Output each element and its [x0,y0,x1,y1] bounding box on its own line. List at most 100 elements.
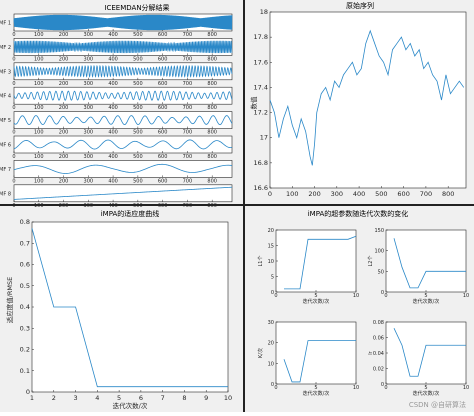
imf-xtick-label: 700 [183,154,193,160]
imf-name-label: IMF 6 [0,143,11,149]
fitness-xtick-label: 2 [52,394,56,402]
imf-xtick-label: 600 [158,105,168,111]
imf-xtick-label: 800 [207,105,217,111]
param-xtick-label: 0 [274,293,277,299]
imf-series-line [13,90,233,101]
param-ylabel: L2个 [368,256,374,267]
imf-xtick-label: 600 [158,32,168,38]
param-ytick-label: 100 [374,249,384,255]
imf-name-label: IMF 3 [0,69,11,75]
imf-xtick-label: 700 [183,81,193,87]
original-xtick-label: 800 [442,190,454,198]
fitness-ytick-label: 0.7 [20,239,30,247]
param-plot-area [385,321,467,385]
param-ytick-label: 20 [268,228,274,234]
imf-xtick-label: 800 [207,32,217,38]
original-xtick-label: 100 [286,190,298,198]
imf-series-line [13,163,233,174]
imf-series-line [13,40,233,54]
imf-xtick-label: 200 [59,130,69,136]
original-ytick-label: 17.2 [254,109,268,117]
imf-plot-area [13,111,233,129]
imf-xtick-label: 800 [207,178,217,184]
imf-xtick-label: 0 [12,32,15,38]
original-xtick-label: 600 [397,190,409,198]
param-ytick-label: 0 [381,382,384,388]
param-xtick-label: 10 [463,293,469,299]
imf-xtick-label: 100 [34,178,44,184]
param-series-line [283,340,356,383]
iceemdan-panel: 0100200300400500600700800IMF 10100200300… [0,13,233,209]
original-ytick-label: 17.6 [254,58,268,66]
imf-plot-area [13,86,233,105]
imf-xtick-label: 400 [108,56,118,62]
param-series-line [393,238,466,289]
original-ytick-label: 16.6 [254,184,268,192]
fitness-curve-line [31,228,228,388]
imf-xtick-label: 100 [34,154,44,160]
imf-xtick-label: 500 [133,130,143,136]
imf-xtick-label: 700 [183,105,193,111]
fitness-xtick-label: 3 [73,394,77,402]
imf-series-line [13,14,233,31]
fitness-ytick-label: 0.8 [20,218,30,226]
original-series-panel: 0 100 200 300 400 500 600 700 800 16.6 16.8 17 17.2 1… [254,8,467,198]
imf-name-label: IMF 5 [0,118,11,124]
fitness-xtick-label: 5 [117,394,121,402]
param-series-line [284,235,357,290]
param-ylabel: K/次 [257,348,264,358]
fitness-ylabel: 适应度值/RMSE [5,277,14,324]
imf-xtick-label: 0 [12,130,15,136]
fitness-ytick-label: 0 [26,388,30,396]
param-ytick-label: 0 [271,290,274,296]
imf-xtick-label: 0 [12,154,15,160]
imf-xtick-label: 300 [84,178,94,184]
param-ylabel: L1个 [258,256,264,267]
fitness-ytick-label: 0.1 [20,367,30,375]
fitness-xtick-label: 1 [30,394,34,402]
fitness-ytick-label: 0.6 [20,261,30,269]
fitness-xtick-label: 8 [182,394,186,402]
imf-xtick-label: 700 [183,130,193,136]
original-xtick-label: 200 [308,190,320,198]
imf-xtick-label: 400 [108,105,118,111]
imf-xtick-label: 500 [133,203,143,209]
param-xlabel: 迭代次数/次 [303,298,330,305]
param-xtick-label: 0 [384,293,387,299]
param-ytick-label: 0.08 [373,320,384,326]
original-ytick-label: 17.4 [254,83,268,91]
param-ylabel: lr [368,350,374,354]
imf-xtick-label: 400 [108,203,118,209]
param-ytick-label: 20 [268,341,274,347]
param-ytick-label: 0.04 [373,351,384,357]
watermark-text: CSDN @自研算法 [409,400,466,409]
imf-xtick-label: 700 [183,32,193,38]
imf-xtick-label: 600 [158,178,168,184]
imf-xtick-label: 800 [207,154,217,160]
imf-xtick-label: 300 [84,56,94,62]
imf-xtick-label: 500 [133,154,143,160]
fitness-xtick-label: 7 [161,394,165,402]
imf-xtick-label: 0 [12,56,15,62]
param-xlabel: 迭代次数/次 [303,390,330,397]
fitness-xlabel: 迭代次数/次 [113,401,148,410]
imf-xtick-label: 200 [59,203,69,209]
imf-name-label: IMF 7 [0,167,11,173]
fitness-ytick-label: 0.4 [20,303,30,311]
param-ytick-label: 10 [268,259,274,265]
fitness-xtick-label: 4 [95,394,99,402]
imf-xtick-label: 100 [34,130,44,136]
imf-xtick-label: 0 [12,203,15,209]
imf-xtick-label: 300 [84,81,94,87]
imf-xtick-label: 200 [59,105,69,111]
imf-xtick-label: 200 [59,178,69,184]
param-ytick-label: 0.02 [373,367,384,373]
imf-xtick-label: 300 [84,105,94,111]
imf-xtick-label: 800 [207,81,217,87]
imf-xtick-label: 0 [12,178,15,184]
iceemdan-title: ICEEMDAN分解结果 [104,3,169,12]
imf-name-label: IMF 2 [0,45,11,51]
imf-series-line [13,115,233,126]
